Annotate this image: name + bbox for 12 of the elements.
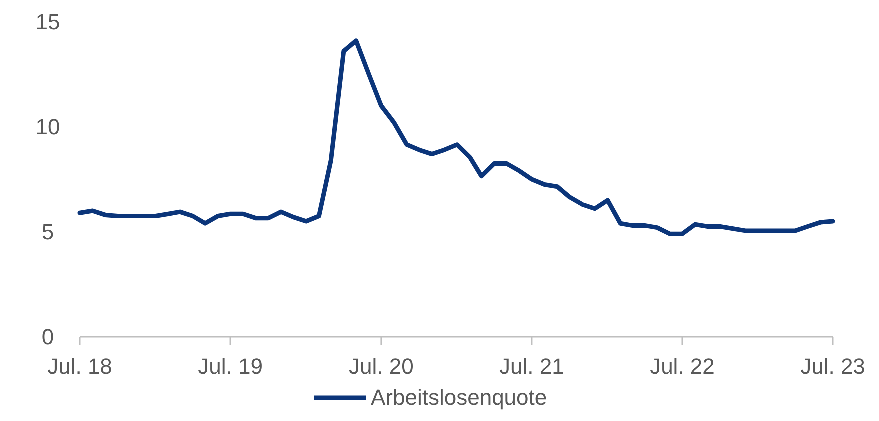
x-tick-label: Jul. 23: [800, 354, 866, 379]
legend-label: Arbeitslosenquote: [371, 385, 548, 410]
x-tick-label: Jul. 22: [650, 354, 715, 379]
y-tick-label: 15: [36, 10, 60, 35]
x-tick-label: Jul. 21: [500, 354, 564, 379]
y-tick-label: 0: [42, 324, 54, 350]
x-tick-label: Jul. 20: [349, 354, 414, 379]
x-tick-label: Jul. 19: [198, 354, 263, 379]
line-series: [78, 38, 836, 236]
x-tick-label: Jul. 18: [48, 354, 112, 379]
y-tick-label: 5: [42, 220, 54, 245]
y-tick-label: 10: [36, 114, 60, 140]
